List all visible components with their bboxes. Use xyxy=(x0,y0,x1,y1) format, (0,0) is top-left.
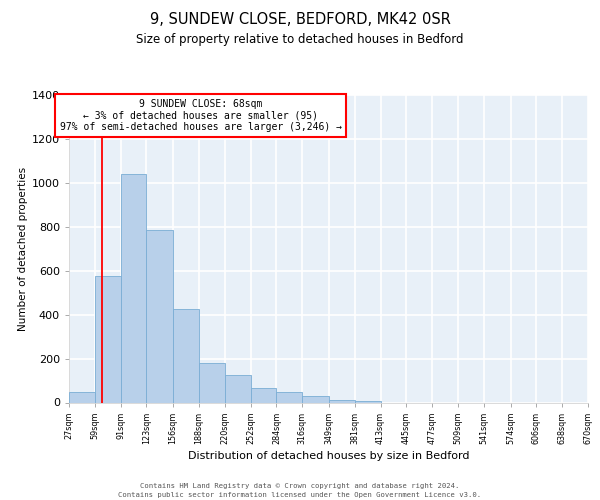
Bar xyxy=(251,388,277,402)
Bar xyxy=(329,400,355,402)
X-axis label: Distribution of detached houses by size in Bedford: Distribution of detached houses by size … xyxy=(188,451,469,461)
Text: Contains HM Land Registry data © Crown copyright and database right 2024.
Contai: Contains HM Land Registry data © Crown c… xyxy=(118,483,482,498)
Text: Size of property relative to detached houses in Bedford: Size of property relative to detached ho… xyxy=(136,32,464,46)
Bar xyxy=(121,174,146,402)
Bar xyxy=(277,392,302,402)
Bar xyxy=(302,396,329,402)
Text: 9 SUNDEW CLOSE: 68sqm
← 3% of detached houses are smaller (95)
97% of semi-detac: 9 SUNDEW CLOSE: 68sqm ← 3% of detached h… xyxy=(59,100,341,132)
Bar xyxy=(173,309,199,402)
Bar xyxy=(95,276,121,402)
Bar xyxy=(225,375,251,402)
Y-axis label: Number of detached properties: Number of detached properties xyxy=(17,166,28,331)
Bar xyxy=(146,230,173,402)
Bar xyxy=(69,392,95,402)
Bar xyxy=(355,400,380,402)
Text: 9, SUNDEW CLOSE, BEDFORD, MK42 0SR: 9, SUNDEW CLOSE, BEDFORD, MK42 0SR xyxy=(149,12,451,28)
Bar xyxy=(199,364,225,403)
